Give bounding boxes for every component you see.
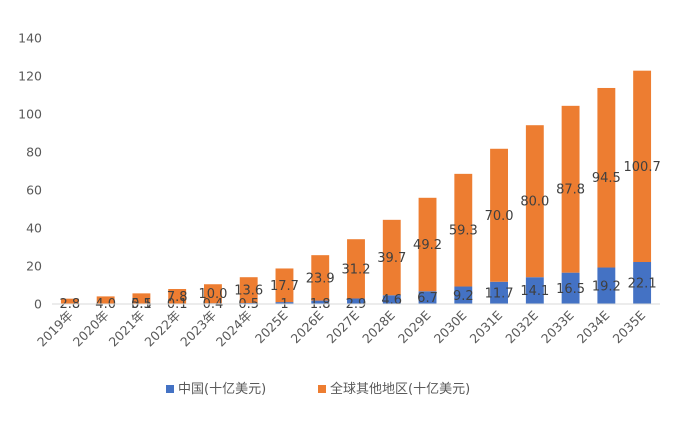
bar-segment-china — [597, 267, 616, 304]
x-tick-label: 2027E — [323, 307, 362, 346]
data-label: 87.8 — [556, 183, 585, 198]
y-axis: 0 20 40 60 80 100 120 140 — [18, 31, 42, 312]
x-tick-label: 2029E — [395, 307, 434, 346]
bar-segment-rest-of-world — [347, 239, 365, 299]
y-tick-label: 80 — [26, 145, 42, 160]
bar-segment-rest-of-world — [275, 268, 294, 303]
bar-segment-china — [418, 291, 437, 304]
y-tick-label: 20 — [26, 259, 42, 274]
x-tick-label: 2021年 — [106, 308, 148, 350]
data-label: 39.7 — [377, 251, 406, 266]
x-tick-label: 2019年 — [34, 308, 76, 350]
legend-label: 中国(十亿美元) — [178, 382, 266, 397]
data-label: 31.2 — [342, 262, 371, 277]
data-label: 19.2 — [592, 279, 621, 294]
data-label: 70.0 — [485, 209, 514, 224]
bar-segment-china — [525, 277, 544, 304]
legend-label: 全球其他地区(十亿美元) — [330, 381, 470, 397]
data-label: 80.0 — [520, 195, 549, 210]
bar-segment-rest-of-world — [311, 255, 330, 301]
y-tick-label: 120 — [18, 69, 42, 84]
y-tick-label: 40 — [26, 221, 42, 236]
legend-swatch — [318, 385, 326, 393]
bar-segment-china — [382, 295, 401, 304]
data-label: 4.6 — [381, 293, 402, 308]
bar-segment-china — [633, 262, 652, 304]
x-tick-label: 2034E — [574, 307, 613, 346]
x-tick-label: 2020年 — [70, 308, 112, 350]
data-label: 10.0 — [198, 287, 227, 302]
bar-segment-rest-of-world — [60, 298, 79, 304]
y-tick-label: 140 — [18, 31, 42, 46]
bar-segment-rest-of-world — [96, 296, 115, 304]
data-label: 22.1 — [628, 277, 657, 292]
bar-segment-rest-of-world — [382, 219, 401, 296]
x-tick-label: 2030E — [431, 307, 470, 346]
data-label: 14.1 — [520, 284, 549, 299]
bar-segment-china — [311, 300, 330, 304]
data-label: 6.7 — [417, 291, 438, 306]
data-label: 7.8 — [167, 290, 188, 305]
legend: 中国(十亿美元) 全球其他地区(十亿美元) — [166, 381, 470, 397]
y-tick-label: 100 — [18, 107, 42, 122]
x-tick-label: 2033E — [538, 307, 577, 346]
bar-segment-rest-of-world — [633, 70, 652, 263]
bar-segment-china — [347, 298, 365, 304]
bar-segment-china — [561, 272, 580, 304]
x-tick-label: 2028E — [359, 307, 398, 346]
x-tick-label: 2026E — [288, 307, 327, 346]
bar-segment-rest-of-world — [597, 87, 616, 268]
data-label: 100.7 — [624, 160, 661, 175]
x-tick-label: 2023年 — [177, 308, 219, 350]
data-label: 17.7 — [270, 279, 299, 294]
x-tick-label: 2025E — [252, 307, 291, 346]
x-tick-label: 2032E — [502, 307, 541, 346]
bar-segment-rest-of-world — [490, 148, 508, 282]
x-tick-label: 2031E — [466, 307, 505, 346]
data-label: 13.6 — [234, 284, 263, 299]
x-axis: 2019年2020年2021年2022年2023年2024年2025E2026E… — [34, 307, 648, 349]
data-label: 11.7 — [485, 286, 514, 301]
bar-segment-rest-of-world — [525, 125, 544, 278]
data-label: 16.5 — [556, 282, 585, 297]
bar-segment-rest-of-world — [168, 288, 187, 304]
bar-segment-china — [454, 286, 473, 304]
bar-segment-china — [490, 281, 508, 304]
bar-segment-rest-of-world — [418, 197, 437, 292]
bar-segment-rest-of-world — [132, 293, 151, 304]
x-tick-label: 2024年 — [213, 308, 255, 350]
legend-swatch — [166, 385, 174, 393]
bars — [60, 70, 652, 304]
bar-segment-china — [275, 302, 294, 304]
bar-segment-rest-of-world — [204, 284, 222, 304]
data-label: 94.5 — [592, 171, 621, 186]
bar-segment-rest-of-world — [239, 277, 258, 304]
bar-segment-rest-of-world — [561, 105, 580, 273]
data-label: 9.2 — [453, 289, 474, 304]
data-label: 59.3 — [449, 224, 478, 239]
y-tick-label: 0 — [34, 297, 42, 312]
bar-segment-rest-of-world — [454, 173, 473, 287]
data-label: 49.2 — [413, 238, 442, 253]
data-label: 23.9 — [306, 271, 335, 286]
x-tick-label: 2035E — [610, 307, 649, 346]
x-tick-label: 2022年 — [141, 308, 183, 350]
y-tick-label: 60 — [26, 183, 42, 198]
